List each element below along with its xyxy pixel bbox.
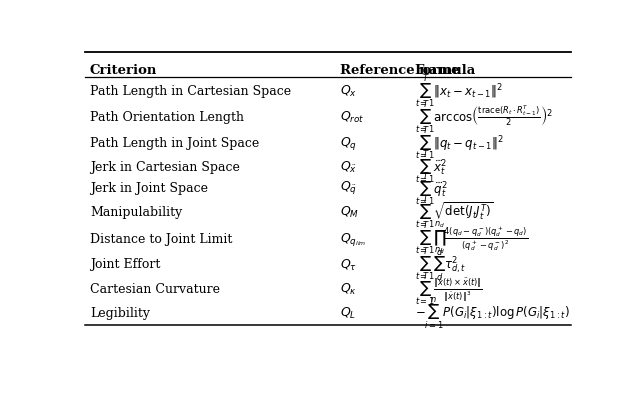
- Text: $Q_{rot}$: $Q_{rot}$: [340, 110, 365, 125]
- Text: Formula: Formula: [415, 64, 476, 77]
- Text: Distance to Joint Limit: Distance to Joint Limit: [90, 233, 232, 246]
- Text: $\sum_{t=1}^{T} \prod_d^{n_d} \frac{4(q_d - q_d^-)(q_d^+ - q_d)}{(q_d^+ - q_d^-): $\sum_{t=1}^{T} \prod_d^{n_d} \frac{4(q_…: [415, 219, 528, 259]
- Text: $Q_{\ddot{q}}$: $Q_{\ddot{q}}$: [340, 180, 358, 197]
- Text: $\sum_{t=1}^{T} \sqrt{\det(J_t J_t^T)}$: $\sum_{t=1}^{T} \sqrt{\det(J_t J_t^T)}$: [415, 193, 493, 231]
- Text: $Q_x$: $Q_x$: [340, 84, 358, 99]
- Text: $\sum_{t=1}^{T} \dddot{q}_t^2$: $\sum_{t=1}^{T} \dddot{q}_t^2$: [415, 170, 447, 208]
- Text: Joint Effort: Joint Effort: [90, 258, 160, 271]
- Text: $Q_L$: $Q_L$: [340, 306, 356, 321]
- Text: $\sum_{t=1}^{T} \|q_t - q_{t-1}\|^2$: $\sum_{t=1}^{T} \|q_t - q_{t-1}\|^2$: [415, 125, 504, 162]
- Text: Manipulability: Manipulability: [90, 206, 182, 219]
- Text: $\sum_{t=1}^{T} \|x_t - x_{t-1}\|^2$: $\sum_{t=1}^{T} \|x_t - x_{t-1}\|^2$: [415, 73, 502, 110]
- Text: Criterion: Criterion: [90, 64, 157, 77]
- Text: Reference name: Reference name: [340, 64, 460, 77]
- Text: $\sum_{t=1}^{T} \arccos\!\left(\frac{\mathrm{trace}(R_t \cdot R_{t-1}^T)}{2}\rig: $\sum_{t=1}^{T} \arccos\!\left(\frac{\ma…: [415, 99, 553, 136]
- Text: $Q_{\kappa}$: $Q_{\kappa}$: [340, 282, 357, 297]
- Text: Legibility: Legibility: [90, 307, 150, 320]
- Text: Cartesian Curvature: Cartesian Curvature: [90, 283, 220, 296]
- Text: Path Orientation Length: Path Orientation Length: [90, 111, 244, 124]
- Text: Jerk in Joint Space: Jerk in Joint Space: [90, 182, 208, 195]
- Text: Path Length in Cartesian Space: Path Length in Cartesian Space: [90, 85, 291, 98]
- Text: Path Length in Joint Space: Path Length in Joint Space: [90, 137, 259, 150]
- Text: $\sum_{t=1}^{T} \frac{\|\dot{x}(t) \times \ddot{x}(t)\|}{\|\dot{x}(t)\|^3}$: $\sum_{t=1}^{T} \frac{\|\dot{x}(t) \time…: [415, 271, 483, 308]
- Text: Jerk in Cartesian Space: Jerk in Cartesian Space: [90, 161, 240, 174]
- Text: $Q_{q_{lim}}$: $Q_{q_{lim}}$: [340, 230, 367, 248]
- Text: $Q_{\ddot{x}}$: $Q_{\ddot{x}}$: [340, 160, 358, 175]
- Text: $-\sum_{i=1}^{n} P(G_i|\xi_{1:t}) \log P(G_i|\xi_{1:t})$: $-\sum_{i=1}^{n} P(G_i|\xi_{1:t}) \log P…: [415, 296, 570, 331]
- Text: $\sum_{t=1}^{T} \dddot{x}_t^2$: $\sum_{t=1}^{T} \dddot{x}_t^2$: [415, 149, 447, 186]
- Text: $\sum_{t=1}^{T} \sum_d^{n_d} \tau_{d,t}^2$: $\sum_{t=1}^{T} \sum_d^{n_d} \tau_{d,t}^…: [415, 246, 466, 284]
- Text: $Q_q$: $Q_q$: [340, 135, 358, 152]
- Text: $Q_{\tau}$: $Q_{\tau}$: [340, 257, 358, 273]
- Text: $Q_M$: $Q_M$: [340, 205, 360, 220]
